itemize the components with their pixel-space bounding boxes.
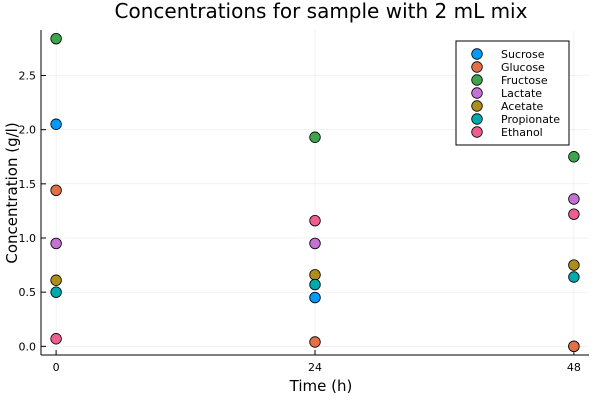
legend-label-lactate: Lactate — [501, 87, 542, 100]
legend-label-glucose: Glucose — [501, 61, 545, 74]
legend-marker-ethanol — [471, 126, 483, 138]
legend: SucroseGlucoseFructoseLactateAcetateProp… — [455, 40, 570, 146]
point-acetate — [50, 274, 62, 286]
point-acetate — [568, 259, 580, 271]
x-tick-label: 48 — [567, 361, 581, 374]
y-tick-label: 1.5 — [19, 178, 37, 191]
y-tick-label: 2.0 — [19, 124, 37, 137]
y-tick-label: 0.0 — [19, 340, 37, 353]
point-propionate — [568, 271, 580, 283]
point-glucose — [309, 336, 321, 348]
x-tick-label: 24 — [308, 361, 322, 374]
point-lactate — [50, 237, 62, 250]
y-tick-label: 2.5 — [19, 70, 37, 83]
point-fructose — [309, 131, 321, 143]
legend-marker-sucrose — [471, 48, 483, 60]
point-sucrose — [309, 291, 321, 304]
point-sucrose — [50, 118, 62, 130]
legend-label-propionate: Propionate — [501, 113, 560, 126]
point-fructose — [568, 151, 580, 163]
legend-label-acetate: Acetate — [501, 100, 544, 113]
legend-marker-lactate — [471, 87, 483, 99]
x-axis-label: Time (h) — [289, 377, 353, 395]
y-tick-label: 0.5 — [19, 286, 37, 299]
point-lactate — [568, 193, 580, 205]
legend-label-fructose: Fructose — [501, 74, 548, 87]
point-ethanol — [309, 214, 321, 227]
point-glucose — [568, 340, 580, 353]
legend-label-sucrose: Sucrose — [501, 48, 545, 61]
y-axis-label: Concentration (g/l) — [3, 122, 21, 263]
point-lactate — [309, 237, 321, 250]
y-tick-label: 1.0 — [19, 232, 37, 245]
legend-marker-propionate — [471, 113, 483, 125]
x-ticks: 0 24 48 — [53, 350, 581, 374]
legend-marker-glucose — [471, 61, 483, 73]
data-points — [50, 32, 580, 353]
legend-label-ethanol: Ethanol — [501, 126, 543, 139]
x-tick-label: 0 — [53, 361, 60, 374]
point-glucose — [50, 184, 62, 197]
point-ethanol — [568, 208, 580, 220]
chart-title: Concentrations for sample with 2 mL mix — [115, 0, 528, 23]
y-ticks: 0.0 0.5 1.0 1.5 2.0 2.5 — [19, 70, 46, 353]
legend-marker-acetate — [471, 100, 483, 112]
point-propionate — [309, 278, 321, 291]
point-ethanol — [50, 333, 62, 345]
point-propionate — [50, 286, 62, 298]
point-acetate — [309, 269, 321, 281]
legend-marker-fructose — [471, 74, 483, 86]
point-fructose — [50, 32, 62, 45]
